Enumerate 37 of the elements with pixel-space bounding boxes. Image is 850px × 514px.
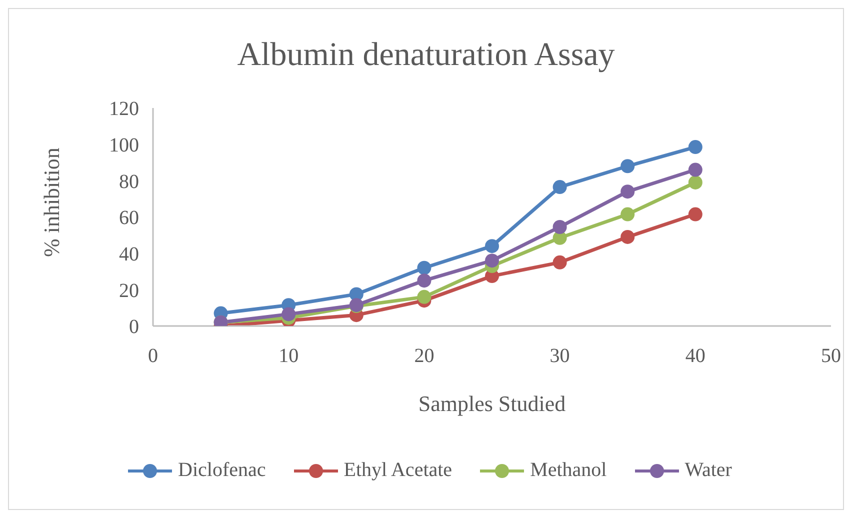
point [485,239,499,254]
point [282,307,296,322]
x-tick-label: 0 [148,345,158,368]
point [688,140,702,154]
x-tick-label: 20 [414,345,434,368]
y-tick-label: 120 [109,98,139,120]
point [485,254,499,268]
x-axis-title: Samples Studied [418,391,566,416]
point [552,180,567,194]
point [688,207,702,222]
legend-label: Diclofenac [178,459,266,482]
y-tick-label: 40 [119,243,139,266]
point [688,175,702,190]
point [620,184,635,199]
y-tick-label: 0 [129,316,139,338]
x-tick-label: 50 [821,345,841,368]
legend-label: Ethyl Acetate [344,459,452,482]
point [620,159,635,174]
point [417,290,432,304]
legend-label: Water [684,459,732,482]
point [620,207,635,222]
chart-title: Albumin denaturation Assay [236,37,616,74]
point [552,255,567,270]
point [417,260,432,275]
y-tick-label: 60 [119,207,139,230]
y-axis-title: % inhibition [38,148,64,257]
x-tick-label: 40 [685,345,706,368]
y-tick-label: 80 [119,170,139,193]
point [552,220,567,234]
point [620,230,635,244]
y-tick-label: 20 [119,280,139,302]
point [688,162,702,177]
legend-label: Methanol [530,459,607,482]
x-tick-label: 30 [550,345,570,368]
x-tick-label: 10 [278,345,299,368]
point [417,274,432,288]
y-tick-label: 100 [109,134,139,156]
